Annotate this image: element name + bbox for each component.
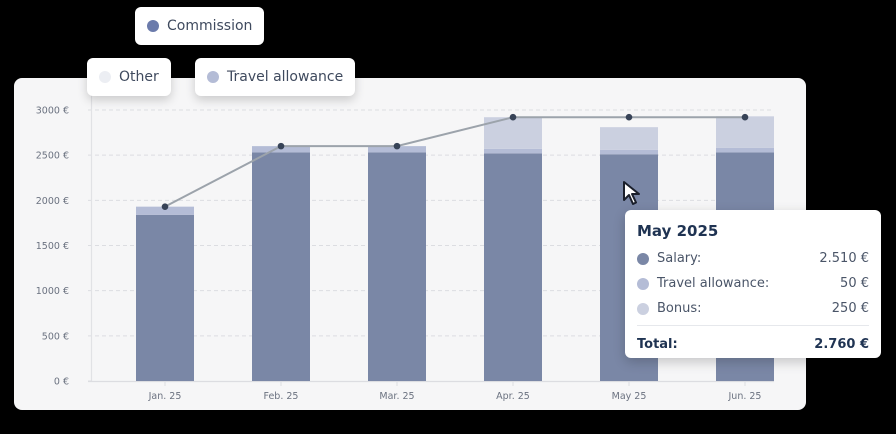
- legend-item-other[interactable]: Other: [87, 58, 171, 96]
- total-label: Total:: [637, 336, 678, 352]
- bar-segment[interactable]: [484, 148, 542, 154]
- x-tick-label: Jun. 25: [728, 391, 762, 402]
- total-value: 2.760 €: [814, 336, 869, 352]
- bar-segment[interactable]: [252, 152, 310, 381]
- bar-segment[interactable]: [716, 116, 774, 148]
- travel-allowance-color-dot: [637, 277, 649, 290]
- bar-segment[interactable]: [600, 127, 658, 150]
- tooltip-row-travel-allowance: Travel allowance: 50 €: [637, 271, 869, 296]
- tooltip-total-row: Total: 2.760 €: [637, 332, 869, 356]
- tooltip-value: 50 €: [840, 276, 869, 291]
- bar-segment[interactable]: [716, 147, 774, 153]
- legend-label: Other: [119, 69, 159, 85]
- bar-segment[interactable]: [484, 153, 542, 381]
- salary-color-dot: [637, 252, 649, 265]
- legend-item-travel-allowance[interactable]: Travel allowance: [195, 58, 356, 96]
- y-tick-label: 1500 €: [36, 241, 69, 252]
- bar-segment[interactable]: [136, 206, 194, 215]
- tooltip-title: May 2025: [637, 222, 719, 240]
- y-tick-label: 3000 €: [36, 106, 69, 117]
- tooltip-label: Salary:: [657, 251, 702, 266]
- tooltip-row-bonus: Bonus: 250 €: [637, 296, 869, 321]
- bar-segment[interactable]: [600, 149, 658, 155]
- bonus-color-dot: [637, 302, 649, 315]
- x-tick-label: Apr. 25: [496, 391, 530, 402]
- tooltip-divider: [637, 325, 869, 326]
- tooltip-row-salary: Salary: 2.510 €: [637, 246, 869, 271]
- line-point[interactable]: [161, 203, 169, 210]
- chart-tooltip: May 2025 Salary: 2.510 € Travel allowanc…: [625, 210, 881, 358]
- x-tick-label: Jan. 25: [148, 391, 182, 402]
- line-point[interactable]: [277, 142, 285, 150]
- total-line: [164, 116, 745, 208]
- legend-item-commission[interactable]: Commission: [135, 7, 265, 45]
- legend-label: Commission: [167, 18, 253, 34]
- line-point[interactable]: [625, 113, 633, 121]
- y-tick-label: 1000 €: [36, 286, 69, 297]
- tooltip-value: 2.510 €: [819, 251, 869, 266]
- tooltip-label: Bonus:: [657, 301, 702, 316]
- legend-label: Travel allowance: [227, 69, 344, 85]
- line-point[interactable]: [393, 142, 401, 150]
- commission-color-dot: [147, 20, 159, 32]
- line-point[interactable]: [509, 113, 517, 121]
- y-tick-label: 2000 €: [36, 196, 69, 207]
- x-tick-label: Mar. 25: [379, 391, 414, 402]
- x-tick-label: Feb. 25: [264, 391, 299, 402]
- y-tick-label: 0 €: [54, 377, 69, 388]
- line-point[interactable]: [741, 113, 749, 121]
- y-tick-label: 2500 €: [36, 151, 69, 162]
- tooltip-label: Travel allowance:: [657, 276, 770, 291]
- bar-segment[interactable]: [368, 152, 426, 381]
- bar-segment[interactable]: [136, 214, 194, 381]
- other-color-dot: [99, 71, 111, 83]
- y-tick-label: 500 €: [42, 331, 69, 342]
- x-tick-label: May 25: [612, 391, 647, 402]
- tooltip-value: 250 €: [831, 301, 869, 316]
- travel-allowance-color-dot: [207, 71, 219, 83]
- mouse-pointer-icon: [623, 181, 640, 205]
